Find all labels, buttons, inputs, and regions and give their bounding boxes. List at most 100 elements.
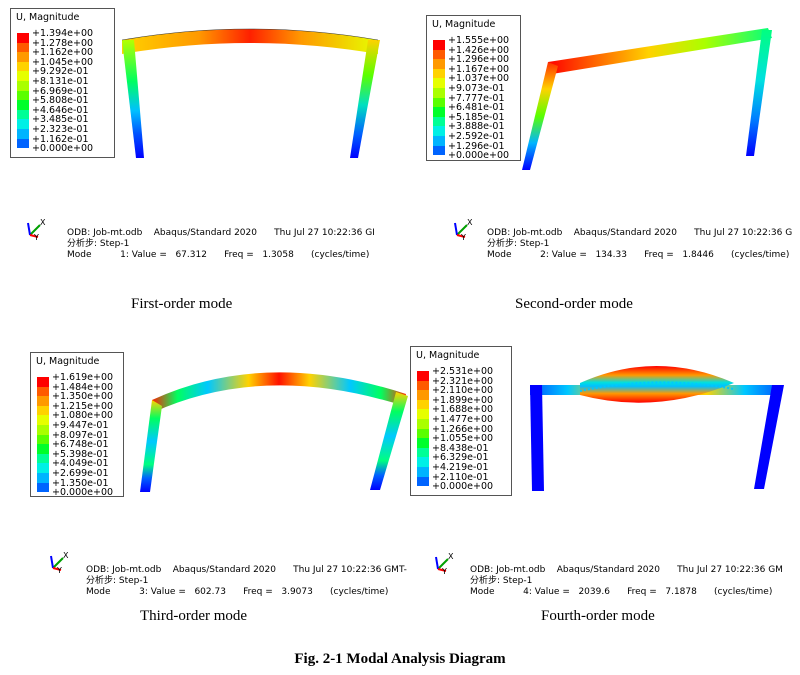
legend-value: +8.131e-01 (32, 76, 89, 87)
legend-swatch (17, 90, 29, 101)
legend-value: +6.748e-01 (52, 439, 109, 451)
legend-value: +4.219e-01 (432, 462, 489, 473)
legend-swatch (37, 434, 49, 445)
legend-value: +1.484e+00 (52, 381, 114, 393)
legend-swatch (17, 129, 29, 139)
legend-value: +5.808e-01 (32, 95, 89, 107)
legend-value: +2.323e-01 (32, 124, 89, 135)
legend-swatch (37, 415, 49, 425)
legend-value: +1.167e+00 (448, 63, 510, 75)
legend-value: +2.110e-01 (432, 471, 489, 483)
legend-swatch (17, 61, 29, 72)
legend-swatch (37, 405, 49, 416)
figure-caption: Fig. 2-1 Modal Analysis Diagram (294, 651, 506, 667)
legend-swatch (417, 371, 429, 381)
legend-value: +1.899e+00 (432, 394, 494, 406)
legend-value: +1.162e-01 (32, 133, 89, 145)
legend-swatch (433, 107, 445, 117)
legend-value: +7.777e-01 (448, 92, 505, 104)
legend-swatch (417, 438, 429, 448)
legend-swatch (37, 463, 49, 473)
legend-swatch (417, 467, 429, 477)
legend-swatch (433, 116, 445, 127)
legend-swatch (37, 473, 49, 483)
svg-text:Y: Y (441, 567, 447, 576)
legend-value: +8.438e-01 (432, 442, 489, 454)
legend-title: U, Magnitude (416, 350, 480, 361)
legend-value: +1.266e+00 (432, 423, 494, 435)
info-text: ODB: Job-mt.odb Abaqus/Standard 2020 Thu… (67, 228, 375, 260)
legend-swatch (417, 390, 429, 400)
legend-value: +5.185e-01 (448, 111, 505, 123)
legend-swatch (37, 444, 49, 454)
legend-value: +1.477e+00 (432, 414, 494, 425)
legend-swatch (17, 42, 29, 53)
legend-value: +1.296e-01 (448, 140, 505, 152)
legend-value: +1.350e+00 (52, 391, 114, 403)
legend-swatch (417, 399, 429, 410)
legend: U, Magnitude +2.531e+00 +2.321e+00 +2.110e… (410, 346, 512, 496)
svg-text:X: X (448, 552, 454, 561)
legend: U, Magnitude +1.394e+00 +1.278e+00 +1.162e… (10, 8, 115, 158)
legend-value: +0.000e+00 (448, 150, 510, 162)
legend-swatch (37, 453, 49, 464)
legend-title: U, Magnitude (36, 356, 100, 367)
legend-value: +2.699e-01 (52, 468, 109, 479)
deformed-frame (121, 28, 380, 158)
legend-swatch (417, 380, 429, 391)
legend-value: +2.321e+00 (432, 375, 494, 387)
legend-swatch (17, 138, 29, 149)
info-text: ODB: Job-mt.odb Abaqus/Standard 2020 Thu… (470, 565, 783, 597)
legend-value: +9.292e-01 (32, 66, 89, 78)
legend-value: +1.278e+00 (32, 37, 94, 49)
legend: U, Magnitude +1.619e+00 +1.484e+00 +1.350e… (30, 352, 124, 497)
legend-swatch (17, 119, 29, 129)
legend-swatch (417, 428, 429, 439)
legend-value: +1.426e+00 (448, 44, 510, 56)
legend-value: +1.080e+00 (52, 410, 114, 422)
legend-value: +3.888e-01 (448, 121, 505, 133)
legend-value: +1.055e+00 (432, 433, 494, 445)
svg-text:X: X (40, 218, 46, 227)
legend-swatch (433, 40, 445, 50)
legend-swatch (433, 49, 445, 60)
legend-value: +4.646e-01 (32, 104, 89, 116)
svg-text:Y: Y (33, 233, 39, 242)
legend-value: +1.619e+00 (52, 372, 114, 383)
legend-value: +1.688e+00 (432, 404, 494, 416)
legend-swatch (417, 419, 429, 429)
legend-swatch (417, 409, 429, 419)
legend-swatch (17, 52, 29, 62)
legend-swatch (433, 78, 445, 88)
legend-title: U, Magnitude (16, 12, 80, 23)
svg-text:Y: Y (56, 566, 62, 575)
legend-value: +2.110e+00 (432, 385, 494, 397)
legend-value: +8.097e-01 (52, 429, 109, 441)
mode-caption: Fourth-order mode (541, 608, 655, 624)
legend-value: +1.296e+00 (448, 54, 510, 66)
legend-swatch (17, 109, 29, 120)
legend-swatch (17, 33, 29, 43)
legend-swatch (37, 396, 49, 406)
legend-swatch (17, 100, 29, 110)
legend-value: +1.045e+00 (32, 56, 94, 68)
legend-value: +1.162e+00 (32, 47, 94, 59)
deformed-frame (530, 366, 784, 491)
legend-swatch (37, 386, 49, 397)
legend-value: +6.329e-01 (432, 452, 489, 464)
legend-value: +5.398e-01 (52, 448, 109, 460)
mode-caption: Second-order mode (515, 296, 633, 312)
legend-swatch (433, 88, 445, 98)
legend-value: +0.000e+00 (32, 143, 94, 155)
legend-swatch (37, 482, 49, 493)
legend-value: +2.531e+00 (432, 366, 494, 377)
legend-value: +1.394e+00 (32, 28, 94, 39)
svg-text:Y: Y (460, 233, 466, 242)
legend-swatch (433, 68, 445, 79)
legend-swatch (433, 97, 445, 108)
deformed-frame (522, 28, 772, 170)
legend-swatch (433, 136, 445, 146)
info-text: ODB: Job-mt.odb Abaqus/Standard 2020 Thu… (487, 228, 793, 260)
legend: U, Magnitude +1.555e+00 +1.426e+00 +1.296e… (426, 15, 521, 161)
